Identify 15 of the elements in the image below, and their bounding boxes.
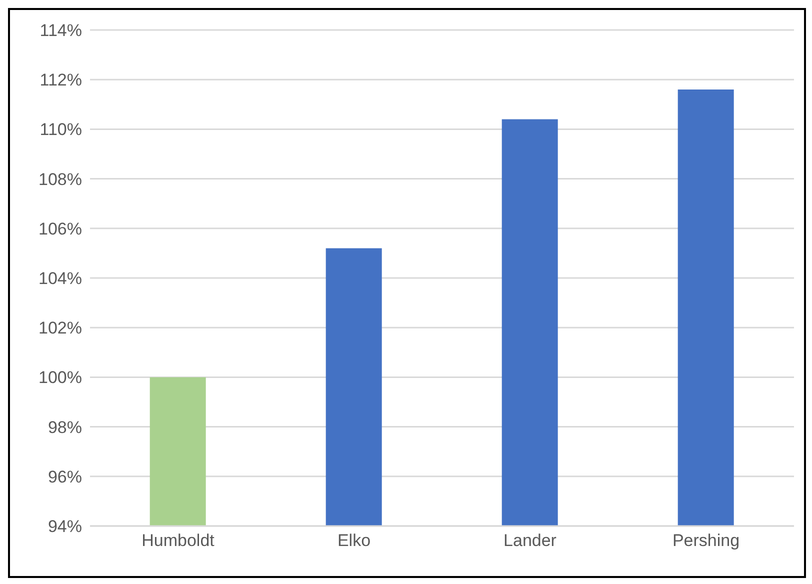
x-tick-label: Lander xyxy=(504,531,557,550)
y-tick-label: 106% xyxy=(38,219,82,238)
y-tick-label: 104% xyxy=(38,269,82,288)
y-tick-label: 94% xyxy=(48,517,82,536)
y-tick-label: 102% xyxy=(38,318,82,338)
y-tick-label: 108% xyxy=(38,170,82,189)
y-tick-label: 110% xyxy=(40,120,82,140)
y-tick-label: 114% xyxy=(40,21,82,40)
x-tick-label: Elko xyxy=(337,531,371,550)
y-tick-label: 96% xyxy=(48,467,82,486)
y-tick-label: 112% xyxy=(40,70,82,90)
x-tick-label: Humboldt xyxy=(142,531,215,550)
y-tick-label: 100% xyxy=(38,368,82,388)
y-tick-label: 98% xyxy=(48,418,82,437)
x-tick-label: Pershing xyxy=(672,531,740,550)
